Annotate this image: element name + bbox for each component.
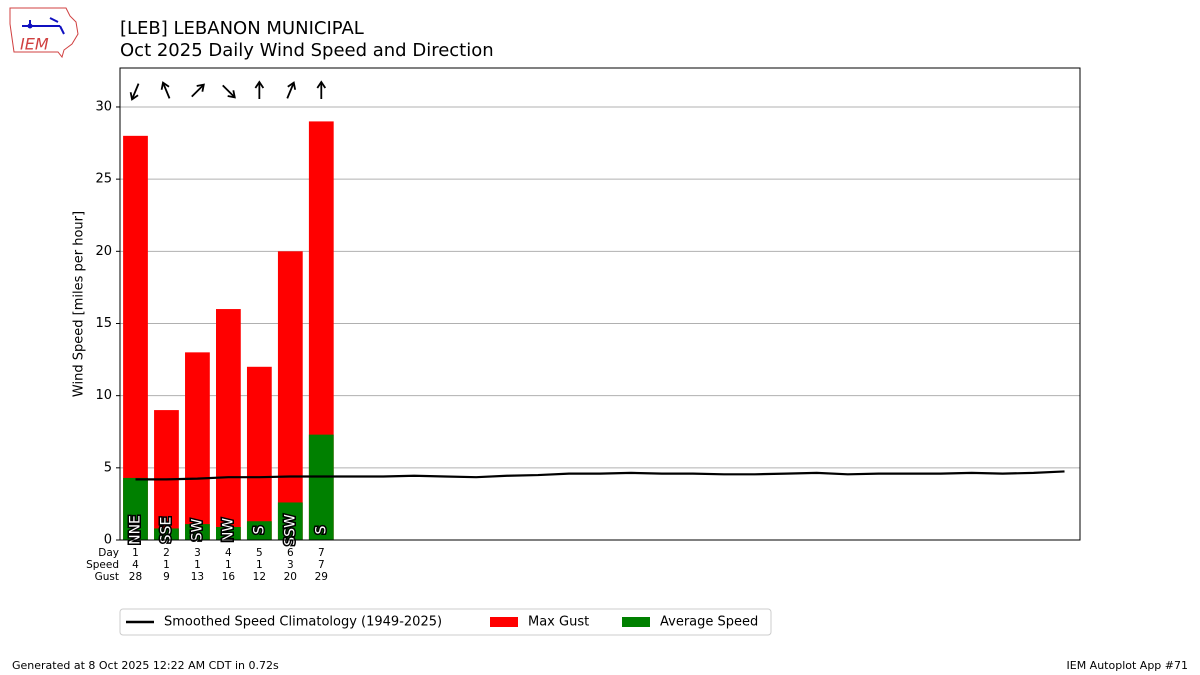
table-gust: 12 bbox=[253, 571, 266, 583]
direction-label: NNE bbox=[127, 515, 143, 545]
y-tick-label: 0 bbox=[104, 533, 112, 548]
bar bbox=[246, 366, 272, 540]
y-tick-label: 25 bbox=[95, 172, 112, 187]
table-day: 5 bbox=[256, 547, 263, 559]
chart-subtitle: Oct 2025 Daily Wind Speed and Direction bbox=[120, 40, 494, 61]
table-speed: 1 bbox=[194, 559, 201, 571]
arrow-head bbox=[254, 80, 265, 89]
bar bbox=[216, 309, 241, 540]
y-tick-label: 5 bbox=[104, 460, 112, 475]
direction-label: SW bbox=[189, 518, 205, 541]
table-day: 1 bbox=[132, 547, 139, 559]
table-gust: 9 bbox=[163, 571, 170, 583]
arrow-head bbox=[227, 90, 236, 99]
table-gust: 28 bbox=[129, 571, 142, 583]
direction-arrow bbox=[316, 80, 327, 99]
bar bbox=[308, 434, 334, 540]
y-tick-label: 20 bbox=[95, 244, 112, 259]
table-day: 2 bbox=[163, 547, 170, 559]
table-day: 7 bbox=[318, 547, 325, 559]
table-gust: 13 bbox=[191, 571, 204, 583]
direction-arrow bbox=[129, 83, 140, 101]
arrow-shaft bbox=[131, 83, 140, 99]
table-speed: 1 bbox=[225, 559, 232, 571]
bar bbox=[185, 524, 210, 540]
bar bbox=[123, 135, 148, 540]
table-day: 3 bbox=[194, 547, 201, 559]
direction-arrow bbox=[222, 84, 236, 99]
bar bbox=[123, 477, 148, 540]
arrow-head bbox=[196, 83, 205, 92]
direction-label: SSW bbox=[282, 514, 298, 546]
table-day: 6 bbox=[287, 547, 294, 559]
legend-label: Average Speed bbox=[660, 615, 758, 630]
bar bbox=[246, 521, 272, 540]
direction-arrow bbox=[286, 81, 297, 99]
y-tick-label: 30 bbox=[95, 99, 112, 114]
arrow-head bbox=[160, 81, 170, 90]
arrow-shaft bbox=[286, 83, 295, 99]
table-row-label: Speed bbox=[86, 559, 119, 571]
climatology-line bbox=[135, 470, 1065, 481]
bar bbox=[154, 528, 179, 540]
direction-label: NW bbox=[220, 518, 236, 542]
legend-box bbox=[119, 608, 772, 636]
table-gust: 20 bbox=[284, 571, 297, 583]
direction-arrow bbox=[191, 83, 205, 98]
y-tick-label: 15 bbox=[95, 316, 112, 331]
direction-label: S bbox=[251, 525, 267, 534]
y-tick-label: 10 bbox=[95, 388, 112, 403]
table-day: 4 bbox=[225, 547, 232, 559]
footer-right: IEM Autoplot App #71 bbox=[1067, 659, 1189, 672]
direction-arrow bbox=[160, 81, 171, 99]
plot-frame bbox=[119, 67, 1081, 541]
table-gust: 29 bbox=[315, 571, 328, 583]
arrow-head bbox=[316, 80, 327, 89]
legend-label: Max Gust bbox=[528, 615, 589, 630]
table-speed: 7 bbox=[318, 559, 325, 571]
arrow-shaft bbox=[162, 83, 171, 99]
bar bbox=[185, 352, 210, 540]
table-speed: 1 bbox=[256, 559, 263, 571]
legend-label: Smoothed Speed Climatology (1949-2025) bbox=[164, 615, 442, 630]
direction-arrow bbox=[254, 80, 265, 99]
table-speed: 4 bbox=[132, 559, 139, 571]
y-axis-label: Wind Speed [miles per hour] bbox=[72, 211, 87, 397]
bar bbox=[154, 410, 179, 540]
direction-label: S bbox=[313, 525, 329, 534]
legend-swatch bbox=[490, 617, 518, 627]
logo: IEM bbox=[9, 7, 79, 59]
table-speed: 1 bbox=[163, 559, 170, 571]
table-row-label: Day bbox=[98, 547, 119, 559]
arrow-head bbox=[129, 92, 139, 101]
bar bbox=[216, 527, 241, 540]
bar bbox=[277, 502, 303, 540]
table-speed: 3 bbox=[287, 559, 294, 571]
arrow-head bbox=[287, 81, 297, 90]
arrow-shaft bbox=[222, 84, 235, 98]
logo-text: IEM bbox=[20, 35, 49, 54]
arrow-shaft bbox=[191, 84, 204, 98]
footer-left: Generated at 8 Oct 2025 12:22 AM CDT in … bbox=[12, 659, 279, 672]
chart-title: [LEB] LEBANON MUNICIPAL bbox=[120, 18, 364, 39]
table-row-label: Gust bbox=[95, 571, 119, 583]
table-gust: 16 bbox=[222, 571, 236, 583]
legend-swatch bbox=[622, 617, 650, 627]
bar bbox=[277, 251, 303, 540]
direction-label: SSE bbox=[158, 517, 174, 544]
